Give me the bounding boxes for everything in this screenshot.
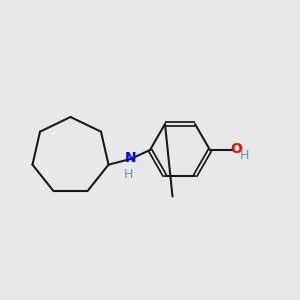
Text: N: N	[125, 151, 136, 164]
Text: O: O	[230, 142, 242, 156]
Text: H: H	[123, 167, 133, 181]
Text: H: H	[240, 149, 249, 162]
